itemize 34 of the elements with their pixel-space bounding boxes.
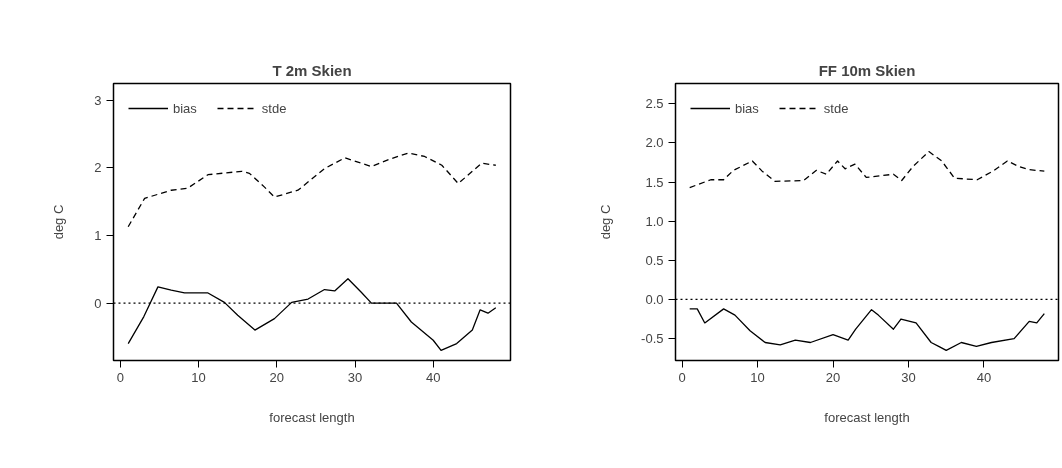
x-tick-label: 30	[347, 369, 363, 385]
y-tick-label: 3	[94, 92, 102, 108]
x-tick-label: 10	[191, 369, 206, 385]
x-tick-label: 20	[825, 369, 841, 385]
y-tick-label: 1.0	[645, 213, 664, 229]
y-tick-label: 1.5	[645, 174, 664, 190]
legend-label: bias	[735, 100, 759, 116]
x-tick-label: 0	[116, 369, 124, 385]
y-axis-title: deg C	[51, 204, 67, 240]
line-series	[689, 150, 1045, 189]
y-tick-label: -0.5	[641, 331, 664, 347]
x-axis-title: forecast length	[824, 409, 910, 425]
x-tick-label: 40	[426, 369, 441, 385]
y-tick-label: 0.0	[645, 291, 664, 307]
x-tick-label: 20	[269, 369, 285, 385]
line-series	[127, 152, 497, 228]
x-tick-label: 10	[750, 369, 765, 385]
legend-label: stde	[261, 100, 287, 116]
x-tick-label: 40	[976, 369, 992, 385]
x-tick-label: 30	[901, 369, 916, 385]
x-axis-title: forecast length	[269, 409, 355, 425]
legend-label: bias	[173, 100, 197, 116]
line-series	[689, 308, 1045, 351]
y-tick-label: 2.0	[645, 135, 664, 151]
x-tick-label: 0	[678, 369, 686, 385]
legend-label: stde	[823, 100, 849, 116]
chart-title: T 2m Skien	[272, 61, 352, 79]
y-tick-label: 2	[94, 160, 102, 176]
y-tick-label: 0	[94, 295, 102, 311]
y-axis-title: deg C	[598, 204, 614, 240]
chart-title: FF 10m Skien	[818, 61, 916, 79]
y-tick-label: 2.5	[645, 96, 664, 112]
y-tick-label: 0.5	[645, 252, 664, 268]
y-tick-label: 1	[94, 228, 102, 244]
